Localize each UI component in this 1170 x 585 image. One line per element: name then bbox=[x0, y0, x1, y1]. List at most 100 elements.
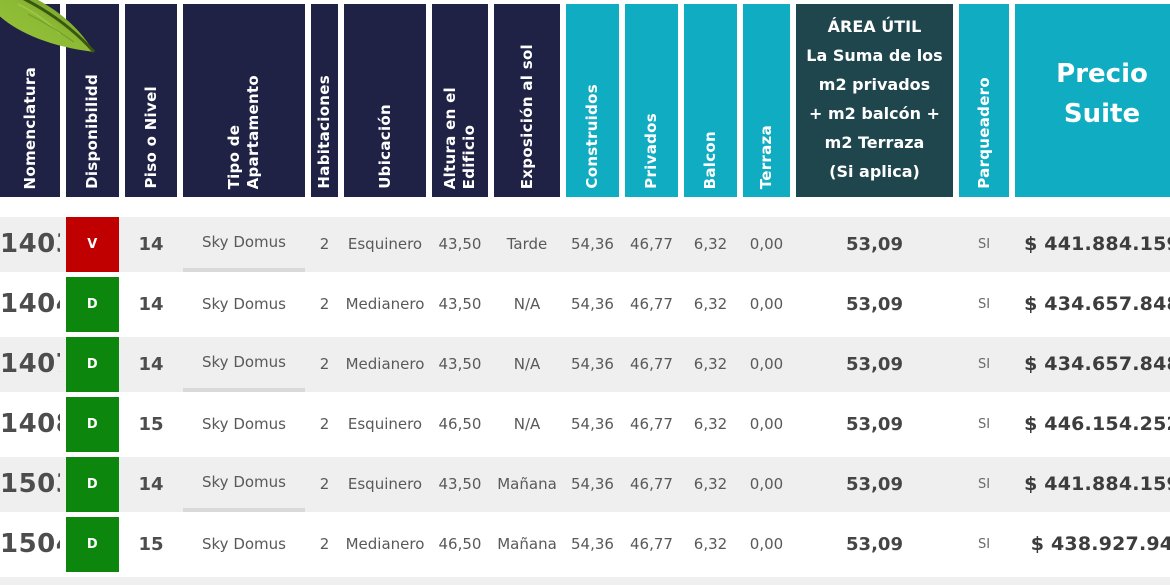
cell-habitaciones[interactable]: 2 bbox=[319, 295, 330, 313]
cell-tipo-de-apartamento[interactable]: Sky Domus bbox=[202, 295, 286, 313]
cell-nomenclatura[interactable]: 1404 bbox=[0, 289, 60, 319]
cell-nomenclatura[interactable]: 1408 bbox=[0, 409, 60, 439]
cell-piso-o-nivel[interactable]: 14 bbox=[138, 474, 164, 495]
cell-balcon[interactable]: 6,32 bbox=[693, 415, 728, 433]
col-header-exposicion-al-sol[interactable]: Exposición al sol bbox=[494, 4, 560, 197]
cell-terraza[interactable]: 0,00 bbox=[749, 535, 784, 553]
cell-nomenclatura[interactable]: 1403 bbox=[0, 229, 60, 259]
cell-area-util[interactable]: 53,09 bbox=[846, 534, 903, 555]
availability-status-badge[interactable]: D bbox=[66, 517, 119, 572]
cell-balcon[interactable]: 6,32 bbox=[693, 295, 728, 313]
col-header-balcon[interactable]: Balcon bbox=[684, 4, 737, 197]
cell-exposicion-al-sol[interactable]: N/A bbox=[513, 355, 541, 373]
cell-exposicion-al-sol[interactable]: Mañana bbox=[497, 535, 557, 553]
cell-area-util[interactable]: 53,09 bbox=[846, 414, 903, 435]
cell-exposicion-al-sol[interactable]: N/A bbox=[513, 415, 541, 433]
cell-parqueadero[interactable]: SI bbox=[977, 237, 991, 252]
cell-habitaciones[interactable]: 2 bbox=[319, 475, 330, 493]
cell-exposicion-al-sol[interactable]: N/A bbox=[513, 295, 541, 313]
cell-tipo-de-apartamento[interactable]: Sky Domus bbox=[183, 337, 305, 392]
cell-parqueadero[interactable]: SI bbox=[977, 417, 991, 432]
col-header-ubicacion[interactable]: Ubicación bbox=[344, 4, 426, 197]
cell-exposicion-al-sol[interactable]: Tarde bbox=[506, 235, 548, 253]
cell-altura-en-el-edificio[interactable]: 43,50 bbox=[438, 355, 482, 373]
cell-precio-suite[interactable]: $ 441.884.159 bbox=[1024, 473, 1170, 495]
cell-area-util[interactable]: 53,09 bbox=[846, 294, 903, 315]
cell-privados[interactable]: 46,77 bbox=[630, 295, 673, 313]
cell-piso-o-nivel[interactable]: 14 bbox=[138, 234, 164, 255]
col-header-area-util[interactable]: ÁREA ÚTIL La Suma de los m2 privados + m… bbox=[796, 4, 953, 197]
availability-status-badge[interactable]: D bbox=[66, 337, 119, 392]
cell-terraza[interactable]: 0,00 bbox=[749, 235, 784, 253]
cell-ubicacion[interactable]: Medianero bbox=[345, 535, 425, 553]
cell-piso-o-nivel[interactable]: 14 bbox=[138, 354, 164, 375]
cell-exposicion-al-sol[interactable]: Mañana bbox=[497, 475, 557, 493]
cell-parqueadero[interactable]: SI bbox=[977, 357, 991, 372]
cell-area-util[interactable]: 53,09 bbox=[846, 474, 903, 495]
cell-tipo-de-apartamento[interactable]: Sky Domus bbox=[202, 415, 286, 433]
cell-tipo-de-apartamento[interactable]: Sky Domus bbox=[183, 217, 305, 272]
cell-parqueadero[interactable]: SI bbox=[977, 297, 991, 312]
cell-precio-suite[interactable]: $ 434.657.848 bbox=[1024, 293, 1170, 315]
cell-construidos[interactable]: 54,36 bbox=[571, 235, 614, 253]
cell-terraza[interactable]: 0,00 bbox=[749, 475, 784, 493]
cell-altura-en-el-edificio[interactable]: 46,50 bbox=[438, 415, 482, 433]
cell-balcon[interactable]: 6,32 bbox=[693, 475, 728, 493]
cell-altura-en-el-edificio[interactable]: 43,50 bbox=[438, 475, 482, 493]
availability-status-badge[interactable]: D bbox=[66, 277, 119, 332]
col-header-altura-en-el-edificio[interactable]: Altura en el Edificio bbox=[432, 4, 488, 197]
cell-construidos[interactable]: 54,36 bbox=[571, 415, 614, 433]
cell-tipo-de-apartamento[interactable]: Sky Domus bbox=[202, 535, 286, 553]
cell-area-util[interactable]: 53,09 bbox=[846, 354, 903, 375]
cell-precio-suite[interactable]: $ 438.927.94 bbox=[1030, 533, 1170, 555]
cell-parqueadero[interactable]: SI bbox=[977, 477, 991, 492]
cell-construidos[interactable]: 54,36 bbox=[571, 355, 614, 373]
cell-balcon[interactable]: 6,32 bbox=[693, 355, 728, 373]
cell-nomenclatura[interactable]: 1503 bbox=[0, 469, 60, 499]
availability-status-badge[interactable]: D bbox=[66, 397, 119, 452]
cell-piso-o-nivel[interactable]: 15 bbox=[138, 534, 164, 555]
col-header-terraza[interactable]: Terraza bbox=[743, 4, 790, 197]
cell-terraza[interactable]: 0,00 bbox=[749, 415, 784, 433]
cell-area-util[interactable]: 53,09 bbox=[846, 234, 903, 255]
cell-precio-suite[interactable]: $ 441.884.159 bbox=[1024, 233, 1170, 255]
col-header-habitaciones[interactable]: Habitaciones bbox=[311, 4, 338, 197]
cell-altura-en-el-edificio[interactable]: 46,50 bbox=[438, 535, 482, 553]
cell-privados[interactable]: 46,77 bbox=[630, 355, 673, 373]
cell-precio-suite[interactable]: $ 446.154.252 bbox=[1024, 413, 1170, 435]
col-header-privados[interactable]: Privados bbox=[625, 4, 678, 197]
availability-status-badge[interactable]: D bbox=[66, 457, 119, 512]
cell-precio-suite[interactable]: $ 434.657.848 bbox=[1024, 353, 1170, 375]
cell-construidos[interactable]: 54,36 bbox=[571, 295, 614, 313]
cell-ubicacion[interactable]: Esquinero bbox=[347, 235, 423, 253]
col-header-disponibilidad[interactable]: Disponibilidd bbox=[66, 4, 119, 197]
cell-ubicacion[interactable]: Medianero bbox=[345, 355, 425, 373]
col-header-precio-suite[interactable]: Precio Suite bbox=[1015, 4, 1170, 197]
cell-nomenclatura[interactable]: 1407 bbox=[0, 349, 60, 379]
cell-privados[interactable]: 46,77 bbox=[630, 535, 673, 553]
cell-balcon[interactable]: 6,32 bbox=[693, 535, 728, 553]
cell-tipo-de-apartamento[interactable]: Sky Domus bbox=[183, 457, 305, 512]
col-header-tipo-de-apartamento[interactable]: Tipo de Apartamento bbox=[183, 4, 305, 197]
cell-parqueadero[interactable]: SI bbox=[977, 537, 991, 552]
cell-habitaciones[interactable]: 2 bbox=[319, 415, 330, 433]
cell-construidos[interactable]: 54,36 bbox=[571, 475, 614, 493]
cell-balcon[interactable]: 6,32 bbox=[693, 235, 728, 253]
cell-piso-o-nivel[interactable]: 15 bbox=[138, 414, 164, 435]
cell-habitaciones[interactable]: 2 bbox=[319, 535, 330, 553]
cell-ubicacion[interactable]: Esquinero bbox=[347, 415, 423, 433]
cell-terraza[interactable]: 0,00 bbox=[749, 355, 784, 373]
cell-nomenclatura[interactable]: 1504 bbox=[0, 529, 60, 559]
cell-habitaciones[interactable]: 2 bbox=[319, 235, 330, 253]
col-header-construidos[interactable]: Construidos bbox=[566, 4, 619, 197]
cell-privados[interactable]: 46,77 bbox=[630, 415, 673, 433]
cell-altura-en-el-edificio[interactable]: 43,50 bbox=[438, 295, 482, 313]
col-header-nomenclatura[interactable]: Nomenclatura bbox=[0, 4, 60, 197]
cell-privados[interactable]: 46,77 bbox=[630, 235, 673, 253]
cell-ubicacion[interactable]: Medianero bbox=[345, 295, 425, 313]
col-header-parqueadero[interactable]: Parqueadero bbox=[959, 4, 1009, 197]
cell-habitaciones[interactable]: 2 bbox=[319, 355, 330, 373]
cell-terraza[interactable]: 0,00 bbox=[749, 295, 784, 313]
availability-status-badge[interactable]: V bbox=[66, 217, 119, 272]
cell-altura-en-el-edificio[interactable]: 43,50 bbox=[438, 235, 482, 253]
